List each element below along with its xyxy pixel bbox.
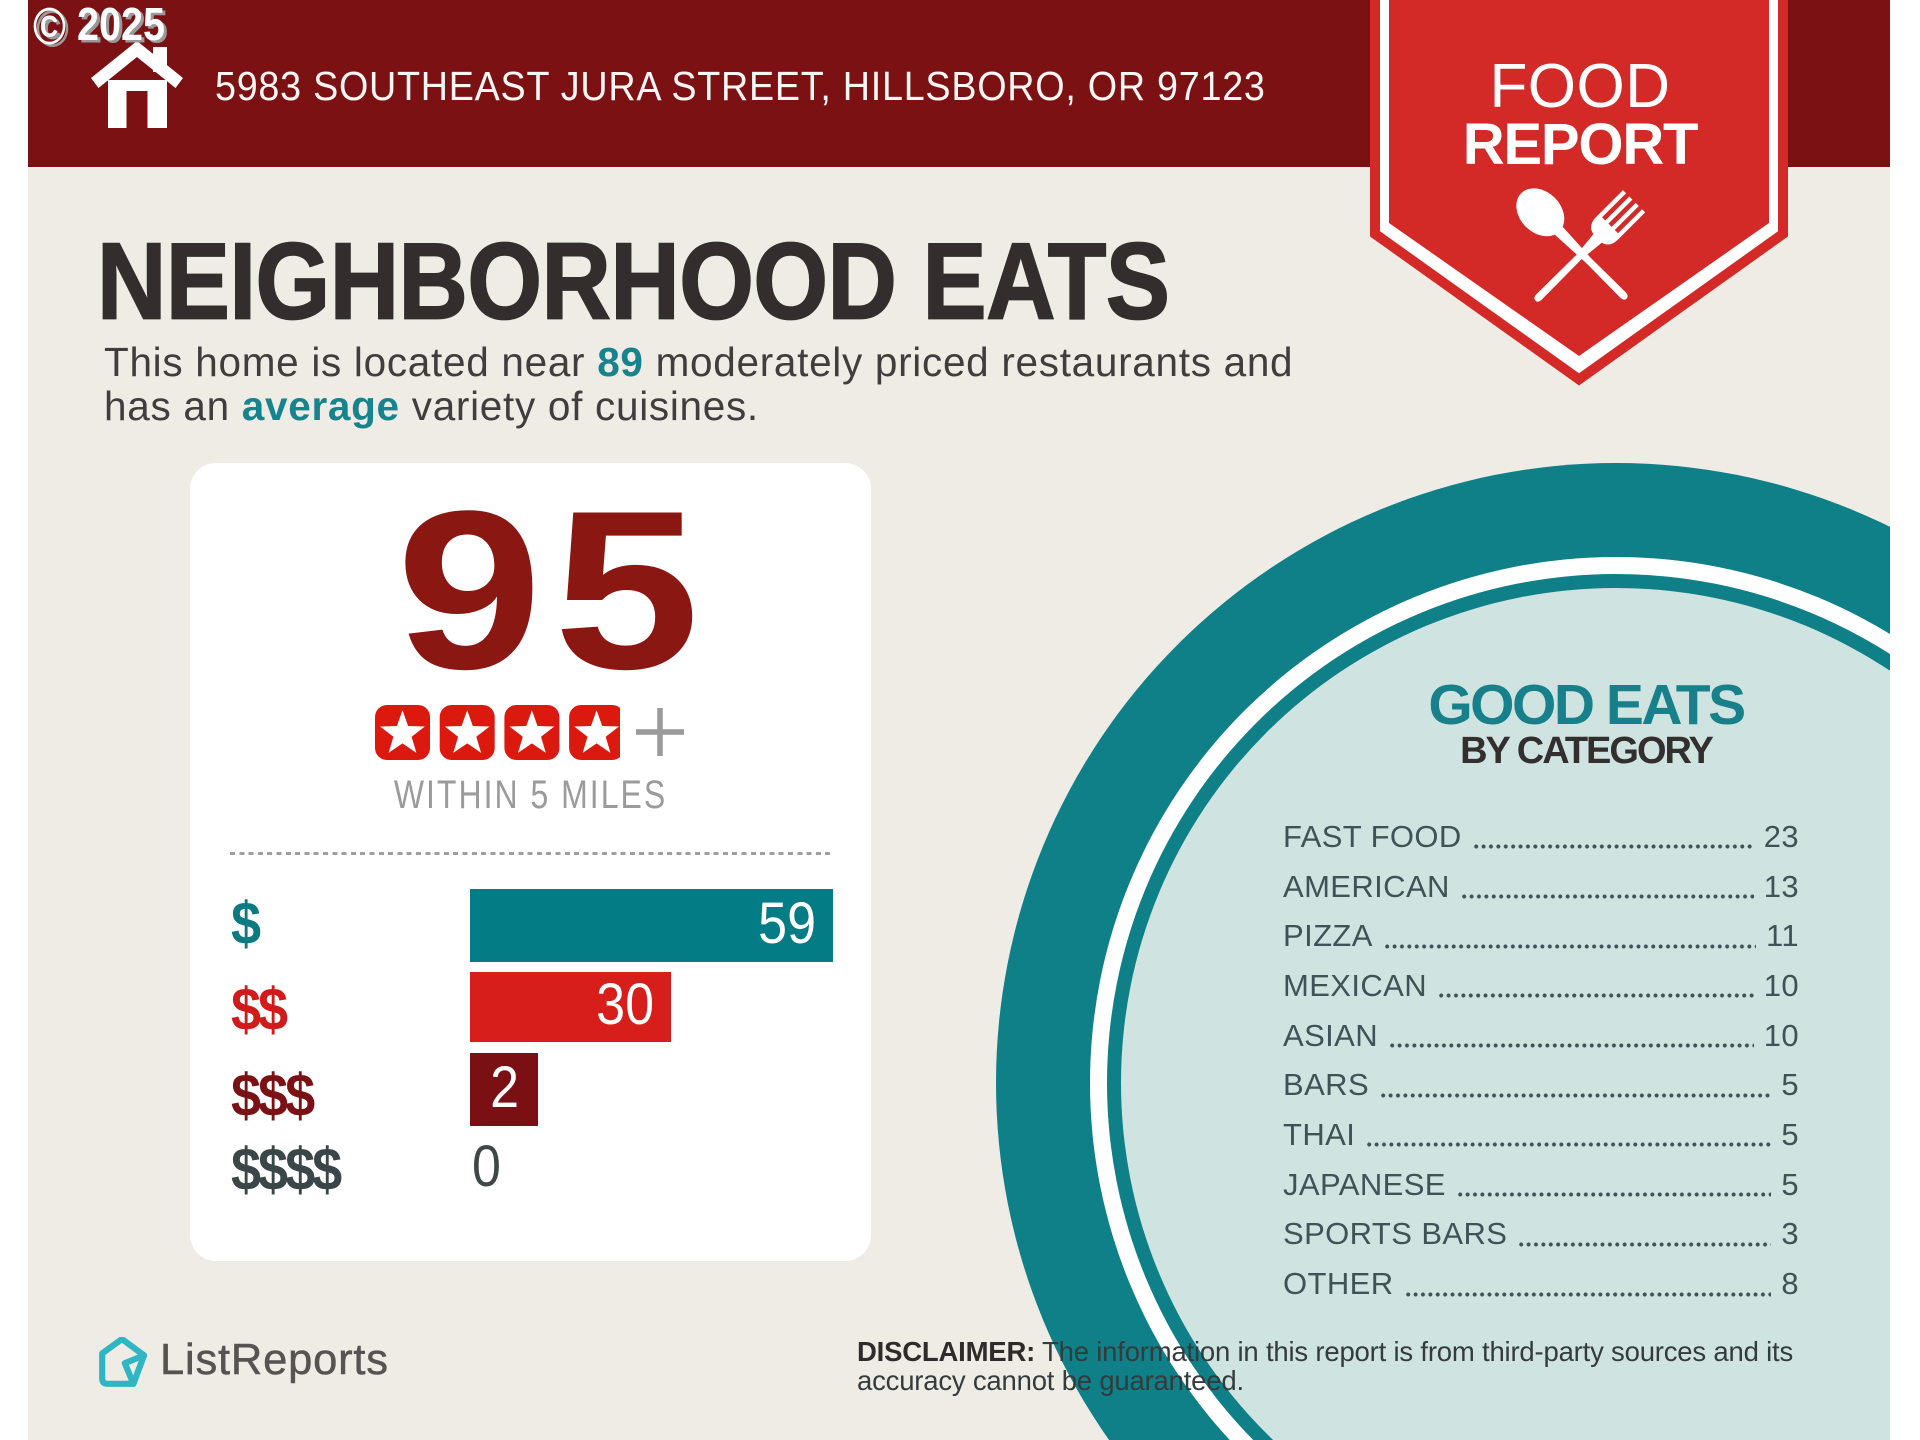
svg-text:REPORT: REPORT xyxy=(1463,112,1698,177)
svg-text:FOOD: FOOD xyxy=(1489,52,1670,121)
